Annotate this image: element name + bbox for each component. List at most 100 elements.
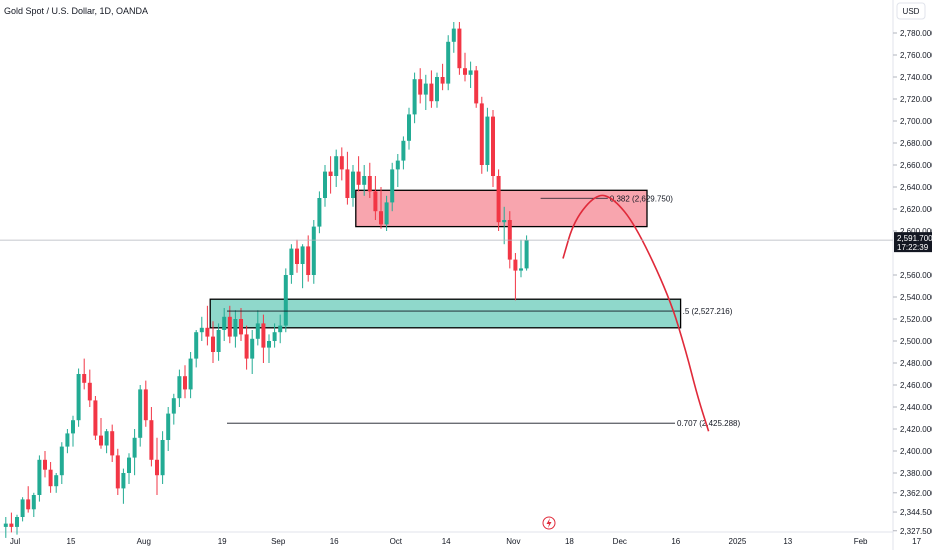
candle-body-80 xyxy=(451,28,456,42)
candle-body-45 xyxy=(255,323,260,339)
candle-body-76 xyxy=(429,83,434,102)
candle-body-89 xyxy=(502,220,507,223)
fib-level-label-1: .5 (2,527.216) xyxy=(683,307,733,316)
time-tick-label-2: Aug xyxy=(137,537,151,546)
time-tick-label-0: Jul xyxy=(10,537,20,546)
candle-body-36 xyxy=(205,327,210,337)
candle-body-86 xyxy=(485,116,490,165)
currency-label: USD xyxy=(903,7,920,16)
candle-body-20 xyxy=(115,455,120,489)
price-tick-label-22: 2,327.500 xyxy=(900,527,932,536)
candle-body-48 xyxy=(272,332,277,341)
candle-body-78 xyxy=(440,77,445,84)
candle-body-88 xyxy=(496,176,501,223)
price-tick-label-19: 2,380.000 xyxy=(900,469,932,478)
time-tick-label-14: Feb xyxy=(854,537,868,546)
time-tick-label-7: 14 xyxy=(442,537,451,546)
candle-body-44 xyxy=(250,338,255,359)
time-tick-label-15: 17 xyxy=(912,537,921,546)
candle-body-72 xyxy=(407,114,411,141)
candle-body-57 xyxy=(323,171,327,198)
candle-body-64 xyxy=(362,176,367,185)
candle-body-33 xyxy=(188,358,193,390)
candle-body-10 xyxy=(59,446,64,476)
symbol-title: Gold Spot / U.S. Dollar, 1D, OANDA xyxy=(4,6,148,16)
currency-button[interactable] xyxy=(896,2,926,20)
time-tick-label-13: 13 xyxy=(783,537,792,546)
candle-body-28 xyxy=(160,440,165,476)
time-tick-label-10: Dec xyxy=(613,537,627,546)
candle-body-50 xyxy=(283,275,288,326)
candle-body-43 xyxy=(244,334,249,359)
price-tick-label-6: 2,660.000 xyxy=(900,161,932,170)
candle-body-60 xyxy=(339,156,344,170)
price-tick-label-18: 2,400.000 xyxy=(900,447,932,456)
countdown-label: 17:22:39 xyxy=(897,243,929,252)
candle-body-81 xyxy=(457,28,462,69)
candle-body-66 xyxy=(373,191,378,212)
candle-body-15 xyxy=(87,382,92,401)
candle-body-49 xyxy=(278,325,283,333)
projection-curve xyxy=(562,194,710,432)
candle-body-69 xyxy=(390,169,395,203)
price-tick-label-9: 2,600.000 xyxy=(900,227,932,236)
candle-body-68 xyxy=(384,202,389,225)
time-tick-label-8: Nov xyxy=(506,537,520,546)
candle-body-92 xyxy=(519,268,523,271)
candle-body-59 xyxy=(334,156,339,176)
levels-layer: 0.382 (2,629.750) .5 (2,527.216) 0.707 (2,… xyxy=(227,194,740,428)
candle-body-6 xyxy=(37,459,42,495)
candle-body-35 xyxy=(199,327,204,333)
candle-body-54 xyxy=(306,246,311,275)
time-tick-label-11: 16 xyxy=(671,537,680,546)
candle-body-11 xyxy=(65,433,70,447)
price-tick-label-5: 2,680.000 xyxy=(900,139,932,148)
lightning-icon[interactable] xyxy=(542,516,556,530)
price-tick-label-21: 2,344.500 xyxy=(900,508,932,517)
candle-body-42 xyxy=(239,319,243,335)
candle-body-71 xyxy=(401,140,406,161)
candle-body-27 xyxy=(155,459,159,476)
candle-body-16 xyxy=(93,400,98,436)
candle-body-13 xyxy=(76,374,81,421)
candle-body-9 xyxy=(54,475,59,487)
candle-body-61 xyxy=(345,169,350,198)
candle-body-4 xyxy=(26,499,31,510)
candle-body-73 xyxy=(412,79,417,115)
fib-level-label-2: 0.707 (2,425.288) xyxy=(677,419,740,428)
time-tick-label-12: 2025 xyxy=(729,537,747,546)
candle-body-12 xyxy=(71,420,75,434)
fib-level-label-0: 0.382 (2,629.750) xyxy=(610,194,673,203)
candle-body-87 xyxy=(491,116,495,176)
price-tick-label-2: 2,740.000 xyxy=(900,73,932,82)
candle-body-75 xyxy=(423,83,428,95)
candle-body-55 xyxy=(311,226,316,275)
candle-body-85 xyxy=(479,103,484,165)
price-tick-label-10: 2,560.000 xyxy=(900,271,932,280)
price-tick-label-17: 2,420.000 xyxy=(900,425,932,434)
candle-body-0 xyxy=(3,523,8,527)
candle-body-51 xyxy=(289,248,294,275)
price-tick-label-1: 2,760.000 xyxy=(900,51,932,60)
zones-layer xyxy=(209,189,682,329)
candle-body-62 xyxy=(351,171,355,198)
candle-body-82 xyxy=(463,68,467,75)
candle-body-25 xyxy=(143,389,148,421)
projection-layer xyxy=(562,194,710,432)
candle-body-93 xyxy=(524,240,529,269)
price-tick-label-15: 2,460.000 xyxy=(900,381,932,390)
price-axis[interactable]: 2,780.000 2,760.000 2,740.000 2,720.000 2,70… xyxy=(893,29,932,536)
candle-body-70 xyxy=(395,160,400,170)
time-axis[interactable]: Jul 15 Aug 19 Sep 16 Oct 14 Nov 18 Dec 16 2025 13 Feb 1… xyxy=(10,537,922,546)
candle-body-91 xyxy=(513,259,518,271)
candle-body-29 xyxy=(166,413,171,440)
candle-body-53 xyxy=(300,246,305,264)
price-tick-label-14: 2,480.000 xyxy=(900,359,932,368)
candle-body-38 xyxy=(216,330,221,352)
candle-body-18 xyxy=(104,431,109,446)
candle-body-3 xyxy=(20,499,25,517)
price-tick-label-4: 2,700.000 xyxy=(900,117,932,126)
